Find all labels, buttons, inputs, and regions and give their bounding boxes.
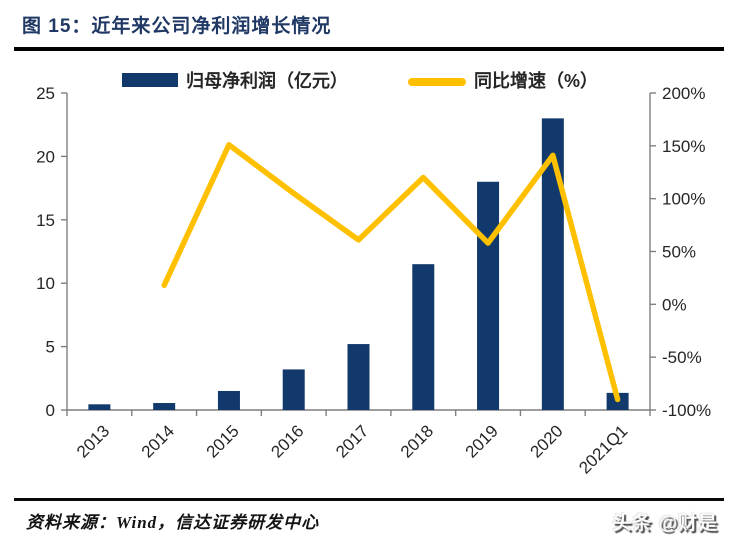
right-axis-tick-label: 150% xyxy=(662,137,705,156)
bar-2016 xyxy=(282,369,305,410)
right-axis-tick-label: 50% xyxy=(662,243,696,262)
left-axis-tick-label: 15 xyxy=(36,211,55,230)
right-axis-tick-label: -50% xyxy=(662,348,702,367)
left-axis-tick-label: 0 xyxy=(46,401,55,420)
x-axis-category-label: 2018 xyxy=(397,421,437,461)
x-axis-category-label: 2019 xyxy=(462,421,502,461)
right-axis-tick-label: 100% xyxy=(662,190,705,209)
bar-2019 xyxy=(477,181,500,410)
x-axis-category-label: 2013 xyxy=(73,421,113,461)
figure-footer: 资料来源：Wind，信达证券研发中心 头条 @财是 xyxy=(0,501,738,535)
header-rule xyxy=(14,47,724,51)
bar-2015 xyxy=(217,390,240,410)
footer-rule xyxy=(14,498,724,501)
bar-2018 xyxy=(412,264,435,410)
legend: 归母净利润（亿元） 同比增速（%） xyxy=(122,70,598,91)
x-axis-category-label: 2020 xyxy=(526,421,566,461)
x-axis-category-label: 2014 xyxy=(138,421,178,461)
x-axis-category-label: 2016 xyxy=(267,421,307,461)
figure-header: 图 15：近年来公司净利润增长情况 xyxy=(0,0,738,40)
right-axis-tick-label: 200% xyxy=(662,84,705,103)
plot-area: 0 5 10 15 20 25 -100% -50% 0% 50% 100% 150% 200% 2013… xyxy=(36,84,711,478)
right-axis-tick-label: 0% xyxy=(662,295,687,314)
x-axis-category-label: 2015 xyxy=(203,421,243,461)
watermark: 头条 @财是 xyxy=(612,513,718,534)
legend-bar-label: 归母净利润（亿元） xyxy=(186,70,348,91)
legend-line-swatch-icon xyxy=(408,78,466,86)
bar-2017 xyxy=(347,344,370,410)
growth-line xyxy=(161,142,621,403)
left-axis-tick-label: 10 xyxy=(36,274,55,293)
legend-bar-swatch-icon xyxy=(122,73,178,87)
bar-2013 xyxy=(88,404,111,410)
figure-title: 图 15：近年来公司净利润增长情况 xyxy=(22,16,332,37)
left-axis-tick-label: 5 xyxy=(46,338,55,357)
x-axis-category-label: 2017 xyxy=(332,421,372,461)
bar-2020 xyxy=(541,118,564,411)
right-axis-tick-label: -100% xyxy=(662,401,711,420)
bar-2014 xyxy=(153,403,176,410)
legend-line-label: 同比增速（%） xyxy=(474,70,598,91)
left-axis-tick-label: 20 xyxy=(36,147,55,166)
source-text: 资料来源：Wind，信达证券研发中心 xyxy=(26,513,320,532)
left-axis-tick-label: 25 xyxy=(36,84,55,103)
x-axis-category-label: 2021Q1 xyxy=(575,421,631,477)
combo-chart: 归母净利润（亿元） 同比增速（%） 0 5 10 15 20 25 -100% -50% 0% 5… xyxy=(36,70,711,478)
